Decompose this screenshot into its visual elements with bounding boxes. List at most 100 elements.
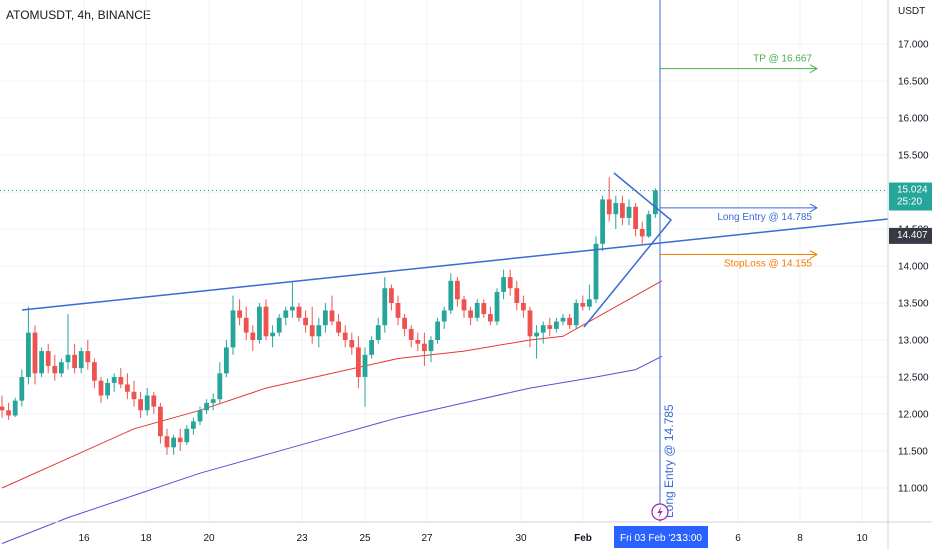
candle[interactable] [111, 373, 117, 392]
candle[interactable] [402, 314, 407, 337]
candle[interactable] [85, 340, 91, 370]
candle[interactable] [72, 343, 77, 374]
stop-loss[interactable]: StopLoss @ 14.155 [660, 250, 819, 270]
candle[interactable] [197, 406, 203, 426]
candle[interactable] [283, 306, 289, 326]
candle[interactable] [276, 314, 282, 337]
candle[interactable] [534, 325, 539, 359]
candle[interactable] [494, 288, 500, 326]
candle[interactable] [389, 284, 394, 311]
candle[interactable] [177, 428, 183, 451]
candle[interactable] [369, 336, 374, 359]
candle[interactable] [125, 373, 130, 400]
candle[interactable] [32, 325, 38, 385]
candle[interactable] [362, 347, 368, 407]
candle[interactable] [6, 402, 11, 420]
candle[interactable] [118, 368, 124, 389]
candle[interactable] [98, 377, 104, 403]
candle[interactable] [580, 295, 586, 311]
drawings[interactable]: TP @ 16.667 Long Entry @ 14.785 StopLoss @… [0, 0, 889, 522]
candle[interactable] [191, 417, 196, 435]
candle[interactable] [349, 332, 355, 355]
candle[interactable] [435, 317, 440, 344]
candle[interactable] [606, 177, 612, 222]
candle[interactable] [210, 393, 216, 411]
rising-trendline[interactable] [21, 218, 889, 311]
candle[interactable] [448, 273, 454, 315]
candle[interactable] [303, 310, 308, 333]
candle[interactable] [633, 203, 638, 237]
candle[interactable] [204, 399, 209, 414]
candle[interactable] [171, 434, 176, 455]
pennant-pattern[interactable] [583, 172, 673, 328]
candle[interactable] [395, 295, 401, 326]
candle[interactable] [626, 199, 632, 226]
candle[interactable] [144, 388, 150, 416]
alert-badge[interactable] [651, 503, 669, 521]
candle[interactable] [342, 325, 348, 348]
candlesticks[interactable] [0, 177, 658, 455]
candle[interactable] [296, 303, 302, 322]
candle[interactable] [375, 317, 381, 344]
candle[interactable] [422, 332, 427, 366]
candle[interactable] [567, 314, 572, 329]
candle[interactable] [593, 236, 599, 303]
candle[interactable] [290, 280, 295, 318]
candle[interactable] [336, 314, 341, 337]
candle[interactable] [488, 306, 493, 326]
candle[interactable] [184, 425, 190, 446]
candle[interactable] [527, 306, 533, 348]
candle[interactable] [105, 378, 110, 400]
candle[interactable] [554, 317, 559, 333]
candle[interactable] [316, 317, 322, 348]
candle[interactable] [428, 336, 434, 363]
candle[interactable] [620, 195, 625, 226]
candle[interactable] [573, 299, 579, 329]
candle[interactable] [131, 380, 137, 407]
candle[interactable] [263, 299, 269, 340]
candle[interactable] [587, 284, 592, 311]
candle[interactable] [356, 336, 361, 389]
candle[interactable] [481, 299, 487, 318]
candle[interactable] [547, 317, 553, 337]
candle[interactable] [540, 321, 546, 344]
candle[interactable] [501, 269, 506, 300]
candle[interactable] [12, 397, 18, 417]
candle[interactable] [52, 354, 58, 381]
candle[interactable] [455, 277, 460, 307]
candle[interactable] [19, 369, 25, 407]
candle[interactable] [26, 306, 31, 385]
candle[interactable] [600, 195, 605, 252]
candle[interactable] [323, 303, 328, 333]
candle[interactable] [329, 295, 335, 326]
candle[interactable] [382, 277, 388, 333]
candle[interactable] [230, 295, 236, 355]
candle[interactable] [65, 314, 71, 370]
candle[interactable] [514, 280, 520, 311]
candle[interactable] [0, 395, 5, 418]
candle[interactable] [521, 295, 526, 318]
candle[interactable] [441, 306, 447, 329]
candle[interactable] [217, 362, 223, 403]
candle[interactable] [138, 391, 143, 418]
candle[interactable] [92, 358, 97, 389]
candle[interactable] [243, 306, 249, 340]
candle[interactable] [158, 402, 163, 444]
candle[interactable] [613, 195, 619, 229]
candle[interactable] [164, 428, 170, 455]
candle[interactable] [237, 299, 242, 326]
take-profit[interactable]: TP @ 16.667 [660, 54, 819, 74]
candle[interactable] [646, 210, 652, 238]
candle[interactable] [78, 347, 84, 374]
candle[interactable] [507, 269, 513, 296]
candle[interactable] [461, 295, 467, 318]
candle[interactable] [653, 188, 658, 218]
candle[interactable] [468, 306, 473, 326]
candle[interactable] [309, 306, 315, 344]
candle[interactable] [560, 314, 566, 326]
candle[interactable] [224, 340, 229, 377]
long-entry[interactable]: Long Entry @ 14.785 [660, 203, 819, 223]
candle[interactable] [270, 325, 275, 348]
candle[interactable] [45, 343, 51, 374]
